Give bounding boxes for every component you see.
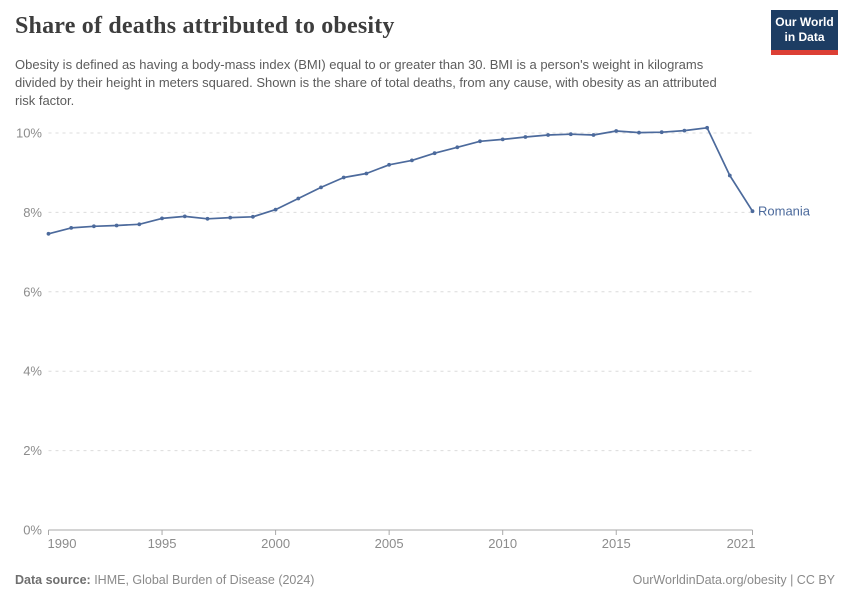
page-title: Share of deaths attributed to obesity	[15, 13, 395, 39]
data-source-label: Data source:	[15, 573, 95, 587]
data-point[interactable]	[251, 214, 255, 219]
x-axis-label: 1995	[148, 536, 177, 551]
data-point[interactable]	[137, 222, 142, 227]
footer-link[interactable]: OurWorldinData.org/obesity | CC BY	[632, 573, 835, 587]
data-line-romania	[47, 126, 754, 235]
data-point[interactable]	[568, 132, 573, 137]
owid-logo[interactable]: Our World in Data	[771, 10, 838, 55]
x-axis-label: 2015	[602, 536, 631, 551]
data-point[interactable]	[432, 151, 437, 156]
owid-logo-line2: in Data	[784, 30, 825, 45]
data-point[interactable]	[546, 133, 550, 137]
data-point[interactable]	[478, 139, 482, 144]
data-point[interactable]	[591, 133, 596, 137]
data-point[interactable]	[319, 185, 323, 190]
x-axis-label: 2010	[488, 536, 517, 551]
x-axis-label: 2000	[261, 536, 290, 551]
data-point[interactable]	[114, 223, 119, 228]
y-axis-label: 4%	[23, 364, 42, 379]
data-point[interactable]	[341, 175, 346, 180]
data-point[interactable]	[500, 137, 505, 142]
data-point[interactable]	[614, 129, 619, 133]
y-axis-label: 2%	[23, 443, 42, 458]
data-point[interactable]	[273, 207, 278, 212]
y-axis-label: 0%	[23, 523, 42, 538]
y-axis-label: 6%	[23, 284, 42, 299]
y-axis-label: 10%	[16, 126, 42, 141]
data-point[interactable]	[160, 216, 164, 221]
data-point[interactable]	[727, 173, 732, 178]
data-point[interactable]	[69, 226, 74, 230]
data-source: Data source: IHME, Global Burden of Dise…	[15, 573, 314, 587]
x-axis-label: 2021	[727, 536, 756, 551]
data-point[interactable]	[46, 231, 51, 236]
chart-subtitle: Obesity is defined as having a body-mass…	[15, 57, 717, 108]
y-axis-label: 8%	[23, 205, 42, 220]
series-end-label[interactable]: Romania	[758, 204, 811, 219]
data-point[interactable]	[364, 171, 369, 176]
data-point[interactable]	[682, 128, 687, 133]
data-point[interactable]	[455, 145, 460, 150]
data-point[interactable]	[228, 215, 233, 220]
data-point[interactable]	[92, 224, 96, 229]
data-point[interactable]	[659, 130, 664, 135]
data-point[interactable]	[205, 216, 210, 221]
x-axis-label: 1990	[48, 536, 77, 551]
data-point[interactable]	[410, 158, 414, 163]
data-source-text: IHME, Global Burden of Disease (2024)	[94, 573, 315, 587]
owid-logo-line1: Our World	[775, 15, 834, 29]
x-axis-label: 2005	[375, 536, 404, 551]
data-point[interactable]	[296, 196, 301, 201]
data-point[interactable]	[705, 125, 709, 130]
data-point[interactable]	[523, 135, 528, 139]
data-point[interactable]	[637, 130, 641, 135]
data-point[interactable]	[387, 162, 391, 167]
data-point[interactable]	[182, 214, 187, 219]
data-point[interactable]	[750, 209, 755, 214]
